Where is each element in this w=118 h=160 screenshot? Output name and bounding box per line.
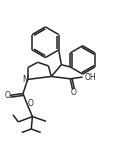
Text: O: O — [27, 99, 33, 108]
Text: O: O — [4, 91, 10, 100]
Text: O: O — [70, 88, 76, 97]
Text: N: N — [22, 76, 28, 84]
Text: OH: OH — [85, 72, 97, 82]
